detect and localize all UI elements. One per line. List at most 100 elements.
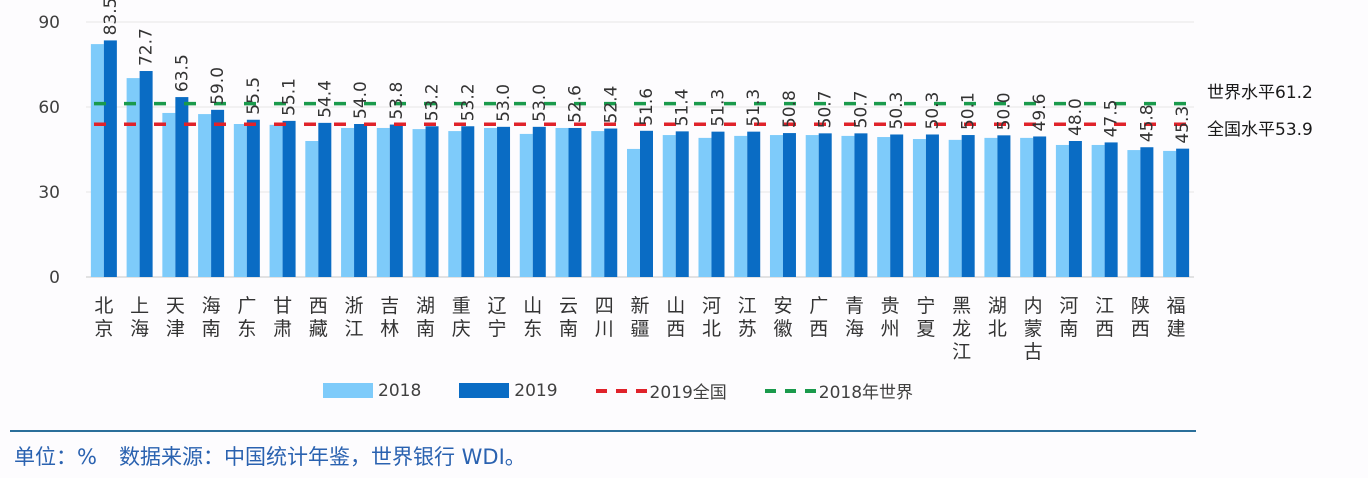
x-tick-label: 藏 bbox=[309, 318, 328, 340]
x-tick-label: 庆 bbox=[452, 318, 471, 340]
bar-2019 bbox=[854, 133, 868, 277]
bar-2019 bbox=[997, 135, 1011, 277]
x-tick-label: 四 bbox=[595, 295, 614, 317]
bar-2019 bbox=[1068, 141, 1082, 277]
world-level-annotation: 世界水平61.2 bbox=[1207, 83, 1313, 103]
bar-2018 bbox=[734, 135, 748, 277]
x-tick-label: 州 bbox=[881, 318, 900, 340]
bar-2019 bbox=[139, 71, 153, 278]
category-group: 山东 bbox=[519, 126, 546, 340]
x-tick-label: 江 bbox=[952, 341, 971, 363]
bar-chart: 0306090北京上海天津海南广东甘肃西藏浙江吉林湖南重庆辽宁山东云南四川新疆山… bbox=[38, 0, 1194, 363]
category-group: 山西 bbox=[662, 131, 689, 340]
bar-2018 bbox=[698, 137, 712, 277]
category-group: 广西 bbox=[805, 133, 832, 340]
bar-2018 bbox=[341, 127, 355, 277]
bar-2018 bbox=[769, 135, 783, 277]
x-tick-label: 宁 bbox=[488, 318, 507, 340]
source-note: 数据来源：中国统计年鉴，世界银行 WDI。 bbox=[118, 445, 526, 469]
bar-2018 bbox=[90, 44, 104, 277]
x-tick-label: 辽 bbox=[488, 295, 507, 317]
bar-2019 bbox=[211, 109, 225, 277]
bar-2018 bbox=[1127, 150, 1141, 277]
category-group: 青海 bbox=[841, 133, 868, 340]
bar-2018 bbox=[162, 112, 176, 277]
bar-2019 bbox=[1033, 136, 1047, 277]
data-label-2019: 50.3 bbox=[887, 92, 907, 130]
bar-2019 bbox=[711, 131, 725, 277]
x-tick-label: 龙 bbox=[952, 318, 971, 340]
bar-2018 bbox=[877, 137, 891, 277]
bar-2019 bbox=[818, 133, 832, 277]
x-tick-label: 南 bbox=[202, 318, 221, 340]
legend-dash-national bbox=[595, 388, 648, 393]
x-tick-label: 西 bbox=[1095, 318, 1114, 340]
category-group: 上海 bbox=[126, 71, 153, 340]
bar-2018 bbox=[233, 124, 247, 277]
category-group: 西藏 bbox=[305, 122, 332, 340]
bar-2019 bbox=[175, 97, 189, 277]
chart-legend: 2018 2019 2019全国 2018年世界 bbox=[323, 378, 951, 403]
bar-2018 bbox=[841, 135, 855, 277]
x-tick-label: 京 bbox=[94, 318, 113, 340]
data-label-2019: 53.2 bbox=[458, 83, 478, 121]
x-tick-label: 湖 bbox=[416, 295, 435, 317]
x-tick-label: 甘 bbox=[273, 295, 292, 317]
category-group: 甘肃 bbox=[269, 120, 296, 340]
x-tick-label: 夏 bbox=[916, 318, 935, 340]
data-label-2019: 48.0 bbox=[1066, 98, 1086, 136]
x-tick-label: 北 bbox=[94, 295, 113, 317]
x-tick-label: 肃 bbox=[273, 318, 292, 340]
category-group: 重庆 bbox=[448, 126, 475, 340]
x-tick-label: 南 bbox=[559, 318, 578, 340]
category-group: 江西 bbox=[1091, 142, 1118, 340]
data-label-2019: 50.1 bbox=[959, 92, 979, 130]
data-label-2019: 55.1 bbox=[280, 78, 300, 116]
bar-2018 bbox=[305, 141, 319, 277]
x-tick-label: 河 bbox=[1059, 295, 1078, 317]
data-label-2019: 54.0 bbox=[351, 81, 371, 119]
data-label-2019: 49.6 bbox=[1030, 94, 1050, 132]
x-tick-label: 内 bbox=[1024, 295, 1043, 317]
data-label-2019: 50.7 bbox=[816, 90, 836, 128]
bar-2018 bbox=[1020, 137, 1034, 277]
x-tick-label: 山 bbox=[666, 295, 685, 317]
x-tick-label: 浙 bbox=[345, 295, 364, 317]
data-label-2019: 50.0 bbox=[994, 92, 1014, 130]
x-tick-label: 陕 bbox=[1131, 295, 1150, 317]
legend-label-national: 2019全国 bbox=[649, 383, 727, 403]
x-tick-label: 西 bbox=[666, 318, 685, 340]
category-group: 湖北 bbox=[984, 135, 1011, 340]
category-group: 河南 bbox=[1055, 141, 1082, 340]
bar-2019 bbox=[1176, 148, 1190, 277]
bar-2019 bbox=[782, 133, 796, 277]
x-tick-label: 西 bbox=[1131, 318, 1150, 340]
data-label-2019: 50.3 bbox=[923, 92, 943, 130]
legend-dash-world bbox=[764, 388, 817, 393]
bar-2018 bbox=[948, 139, 962, 277]
data-label-2019: 51.4 bbox=[673, 89, 693, 127]
bar-2018 bbox=[484, 127, 498, 277]
x-tick-label: 蒙 bbox=[1024, 318, 1043, 340]
data-label-2019: 53.0 bbox=[530, 84, 550, 122]
x-tick-label: 青 bbox=[845, 295, 864, 317]
bar-2018 bbox=[627, 148, 640, 277]
bar-2019 bbox=[890, 134, 904, 277]
y-tick-label: 30 bbox=[38, 183, 60, 203]
legend-item-national: 2019全国 bbox=[595, 378, 727, 403]
x-tick-label: 建 bbox=[1167, 318, 1186, 340]
bar-2018 bbox=[448, 131, 462, 277]
x-tick-label: 南 bbox=[1059, 318, 1078, 340]
data-label-2019: 54.4 bbox=[315, 80, 335, 118]
x-tick-label: 河 bbox=[702, 295, 721, 317]
x-tick-label: 黑 bbox=[952, 295, 971, 317]
category-group: 陕西 bbox=[1127, 147, 1154, 340]
bar-2018 bbox=[376, 127, 390, 277]
y-tick-label: 90 bbox=[38, 13, 60, 33]
bar-2019 bbox=[568, 127, 582, 277]
category-group: 福建 bbox=[1163, 148, 1190, 340]
x-tick-label: 海 bbox=[202, 295, 221, 317]
unit-note: 单位：% bbox=[14, 445, 97, 469]
category-group: 新疆 bbox=[627, 130, 653, 340]
category-group: 河北 bbox=[698, 131, 725, 340]
